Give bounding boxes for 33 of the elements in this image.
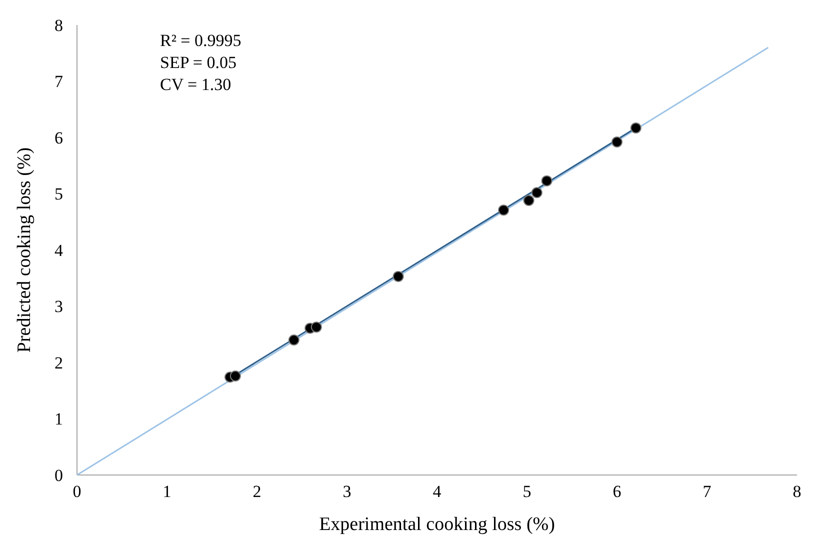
y-tick-label: 1 — [54, 410, 63, 429]
point — [498, 204, 510, 216]
x-tick-label: 4 — [432, 482, 442, 501]
point — [531, 187, 542, 198]
y-tick-label: 0 — [54, 466, 63, 485]
y-tick-label: 2 — [54, 353, 63, 372]
y-tick-label: 6 — [54, 128, 63, 148]
y-tick-label: 4 — [54, 240, 64, 260]
x-tick-label: 7 — [702, 482, 712, 501]
point — [630, 122, 642, 134]
point — [612, 136, 622, 148]
point — [310, 322, 322, 333]
annotation: SEP = 0.05 — [160, 53, 236, 72]
x-tick-label: 5 — [522, 482, 532, 501]
y-tick-label: 7 — [54, 72, 64, 92]
x-axis-title: Experimental cooking loss (%) — [319, 514, 555, 535]
x-tick-label: 6 — [612, 482, 622, 501]
point — [288, 334, 300, 346]
point — [230, 370, 241, 382]
point — [523, 195, 534, 206]
x-tick-label: 3 — [342, 482, 352, 501]
x-tick-label: 2 — [252, 482, 262, 501]
annotation: CV = 1.30 — [160, 75, 232, 94]
x-tick-label: 8 — [792, 482, 802, 501]
y-tick-label: 3 — [54, 297, 63, 316]
y-tick-label: 5 — [54, 184, 63, 204]
point — [392, 270, 404, 282]
x-tick-label: 0 — [72, 482, 82, 501]
x-tick-label: 1 — [162, 482, 172, 501]
y-axis-title: Predicted cooking loss (%) — [14, 147, 35, 353]
y-tick-label: 8 — [54, 16, 63, 35]
point — [541, 175, 552, 186]
annotation: R² = 0.9995 — [160, 31, 242, 50]
